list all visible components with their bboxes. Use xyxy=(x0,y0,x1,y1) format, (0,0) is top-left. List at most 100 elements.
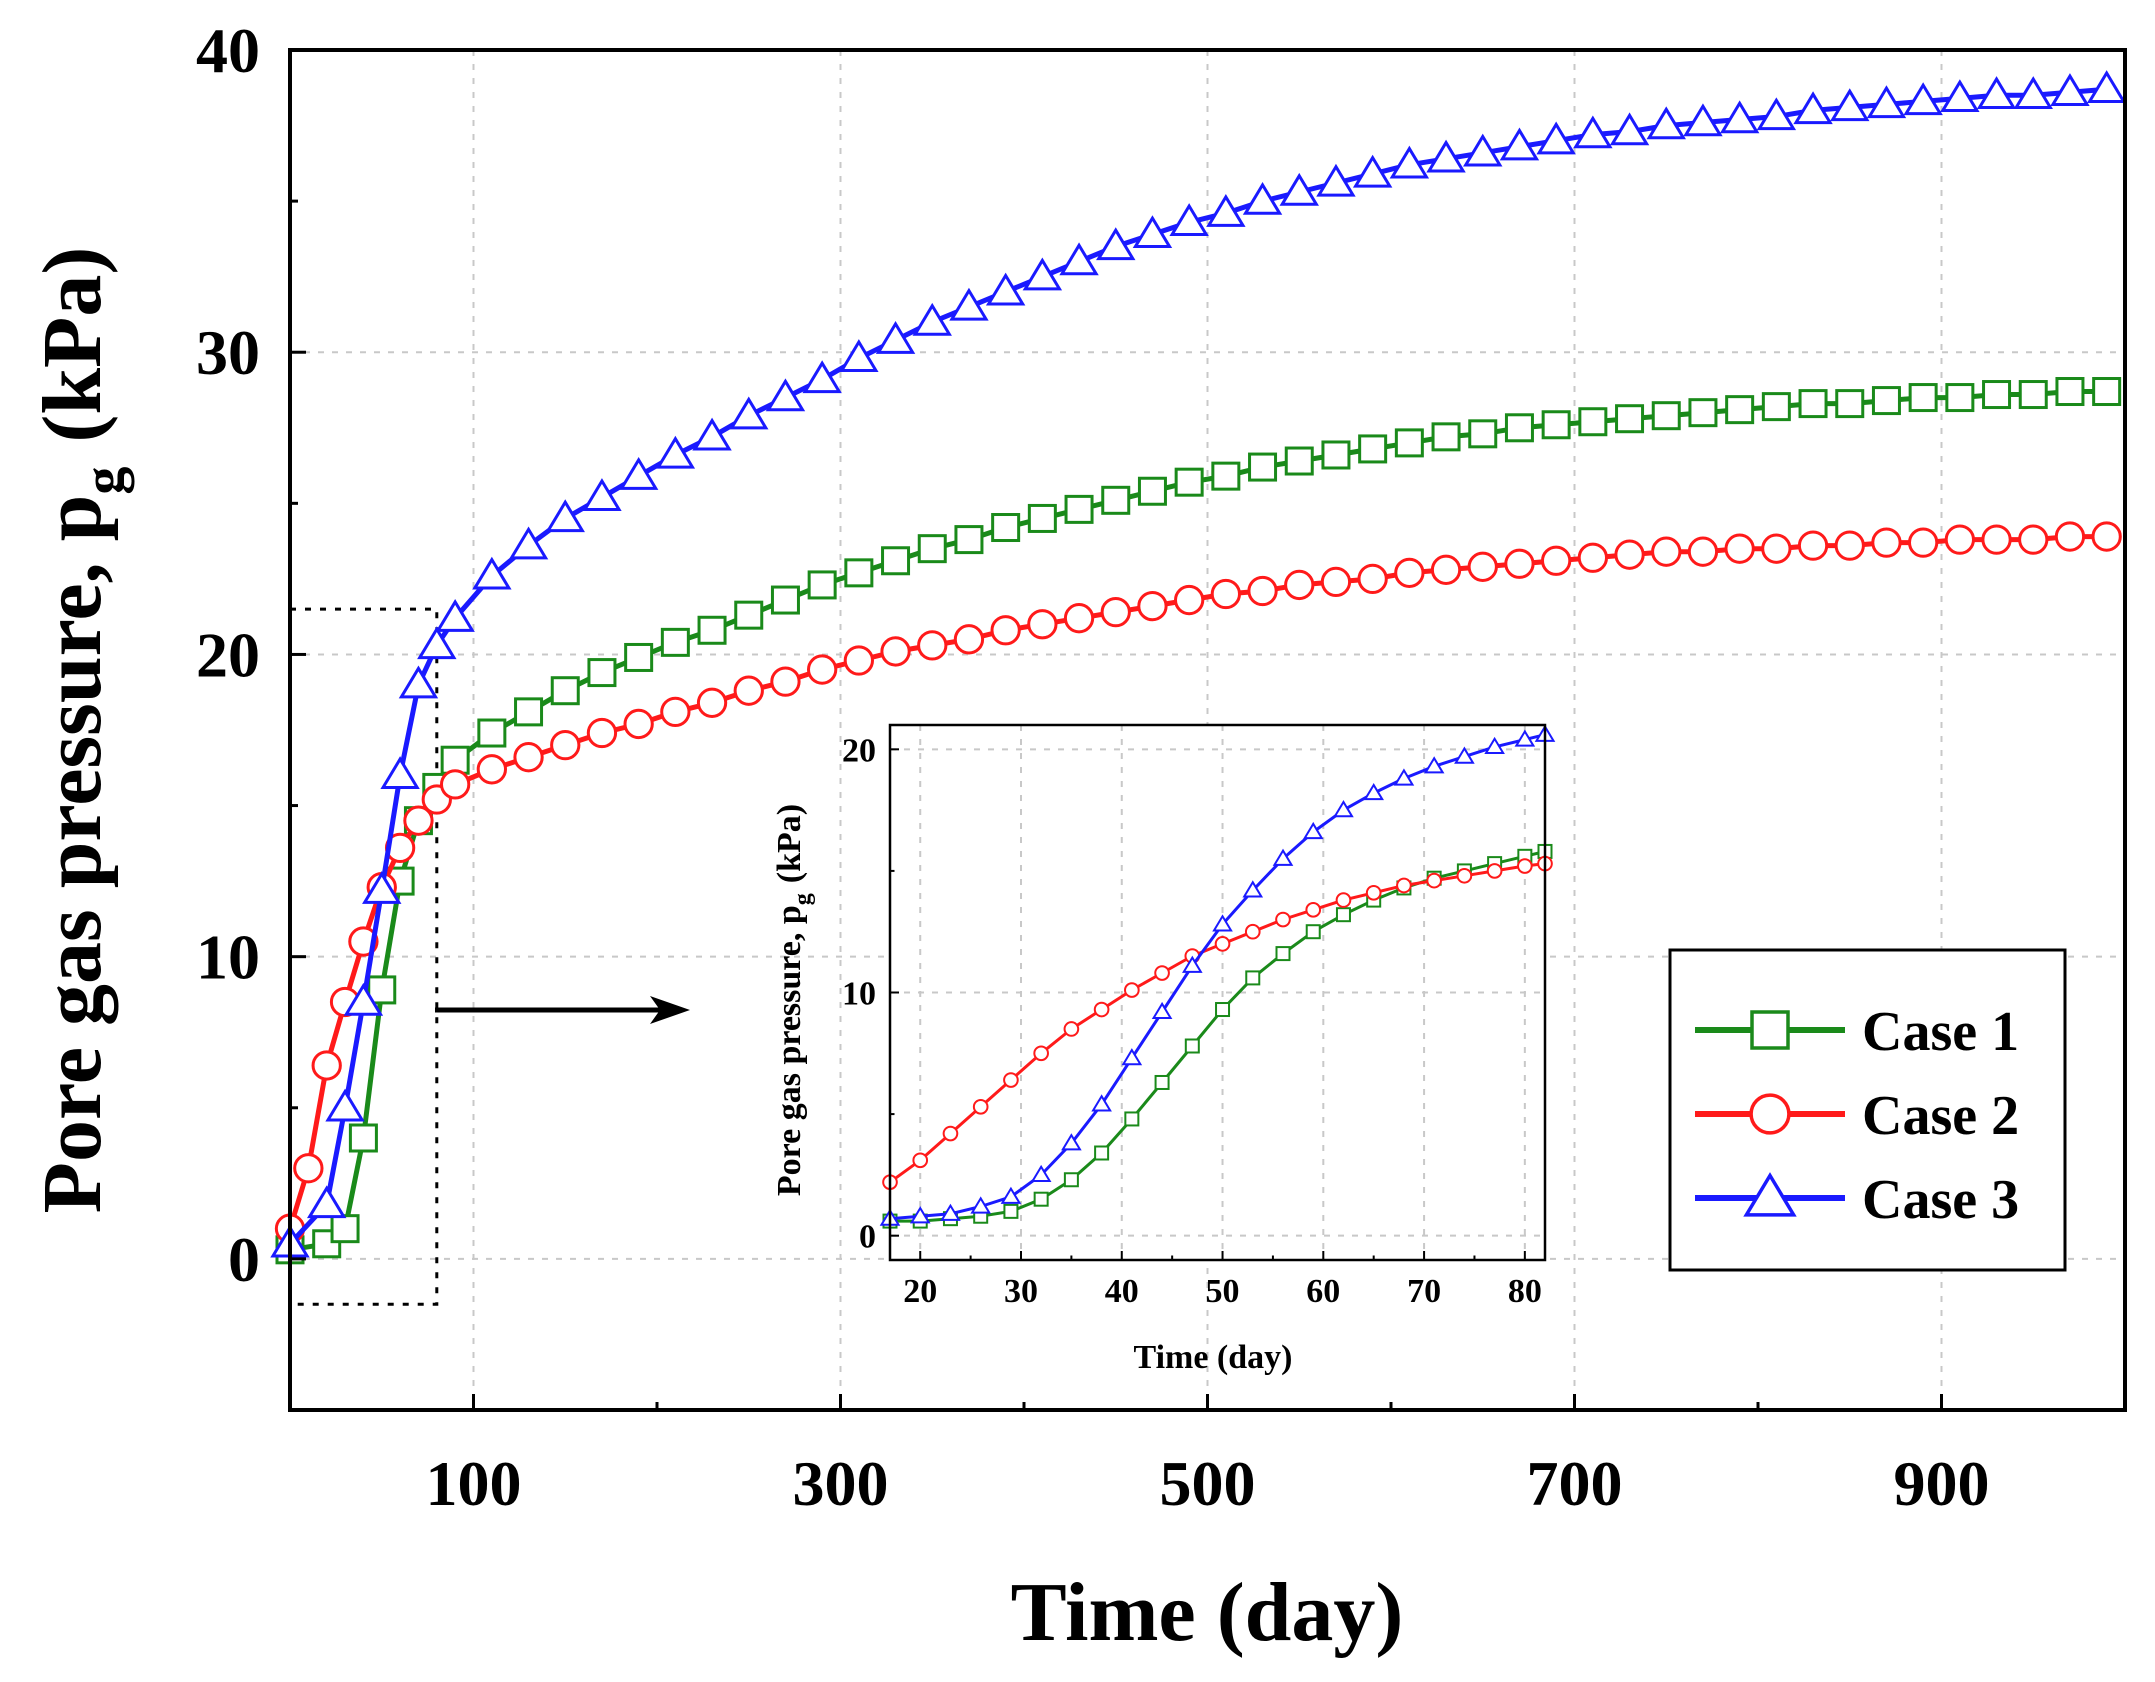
main-point-case-3 xyxy=(582,478,622,511)
main-point-case-2 xyxy=(2018,524,2049,555)
inset-point-case-2 xyxy=(1456,867,1473,884)
inset-point-case-3 xyxy=(909,1206,931,1224)
inset-y-tick-label: 0 xyxy=(859,1219,876,1256)
main-point-case-1 xyxy=(477,718,507,748)
main-point-case-2 xyxy=(2054,521,2086,552)
main-point-case-2 xyxy=(1871,527,1902,558)
main-point-case-2 xyxy=(1651,536,1682,567)
main-point-case-2 xyxy=(1137,590,1168,622)
main-point-case-2 xyxy=(1614,539,1645,570)
main-point-case-2 xyxy=(990,615,1021,646)
main-point-case-1 xyxy=(1174,467,1204,497)
inset-point-case-1 xyxy=(1124,1111,1140,1127)
main-point-case-1 xyxy=(2018,380,2048,410)
inset-y-axis-label-text: Pore gas pressure, p xyxy=(771,905,808,1196)
main-point-case-1 xyxy=(807,570,837,600)
main-point-case-2 xyxy=(1724,533,1755,564)
main-x-tick-label: 900 xyxy=(1894,1448,1990,1519)
main-point-case-2 xyxy=(843,645,874,676)
inset-series-case-2 xyxy=(882,855,1553,1191)
main-point-case-1 xyxy=(1358,434,1388,464)
main-point-case-3 xyxy=(692,417,732,451)
main-x-axis-label: Time (day) xyxy=(1011,1566,1404,1659)
main-point-case-2 xyxy=(1577,542,1608,573)
main-point-case-2 xyxy=(733,675,764,706)
main-point-case-3 xyxy=(839,339,879,372)
main-point-case-3 xyxy=(912,302,952,336)
main-point-case-1 xyxy=(1835,389,1865,419)
inset-point-case-3 xyxy=(1363,783,1384,801)
main-series xyxy=(270,70,2127,1265)
main-point-case-2 xyxy=(1541,545,1572,576)
inset-point-case-1 xyxy=(1184,1038,1200,1054)
inset-point-case-1 xyxy=(1215,1002,1231,1018)
main-point-case-1 xyxy=(624,642,654,672)
inset-point-case-1 xyxy=(1063,1172,1079,1188)
main-point-case-3 xyxy=(1756,97,1797,131)
inset-point-case-2 xyxy=(1486,863,1503,879)
inset-x-tick-label: 50 xyxy=(1206,1273,1240,1310)
main-point-case-2 xyxy=(550,729,581,761)
main-x-tick-label: 700 xyxy=(1527,1448,1623,1519)
main-x-tick-label: 300 xyxy=(793,1448,889,1519)
inset-point-case-1 xyxy=(1275,946,1291,962)
main-point-case-1 xyxy=(1064,494,1094,524)
main-point-case-3 xyxy=(362,871,402,904)
main-point-case-3 xyxy=(380,756,420,790)
inset-y-tick-label: 10 xyxy=(842,976,876,1013)
main-point-case-1 xyxy=(1027,503,1057,533)
main-point-case-1 xyxy=(1725,395,1755,425)
main-point-case-3 xyxy=(1389,145,1430,179)
main-point-case-3 xyxy=(472,556,512,590)
main-y-axis-label: Pore gas pressure, pg (kPa) xyxy=(26,247,135,1214)
main-point-case-2 xyxy=(1210,578,1241,610)
main-point-case-1 xyxy=(1982,380,2012,410)
main-point-case-2 xyxy=(770,666,801,697)
main-y-tick-label: 40 xyxy=(196,15,260,86)
main-point-case-3 xyxy=(2013,76,2053,110)
main-series-case-1 xyxy=(275,377,2122,1265)
inset-y-axis-label: Pore gas pressure, pg (kPa) xyxy=(771,804,816,1196)
main-y-tick-label: 20 xyxy=(196,619,260,690)
main-point-case-2 xyxy=(311,1050,342,1081)
inset-point-case-3 xyxy=(1514,729,1536,747)
inset-point-case-2 xyxy=(972,1098,989,1115)
inset-point-case-3 xyxy=(1182,955,1203,973)
main-point-case-1 xyxy=(917,534,947,564)
main-point-case-1 xyxy=(1284,446,1314,476)
main-point-case-3 xyxy=(1463,133,1503,167)
inset-point-case-3 xyxy=(1242,880,1264,898)
inset-point-case-2 xyxy=(1063,1021,1080,1037)
main-y-tick-label: 0 xyxy=(228,1224,260,1295)
main-point-case-2 xyxy=(1284,569,1315,601)
main-point-case-2 xyxy=(1247,575,1278,607)
main-point-case-3 xyxy=(765,378,806,412)
legend-label: Case 3 xyxy=(1862,1169,2019,1231)
inset-y-ticks: 0 10 20 xyxy=(842,732,899,1256)
legend-swatch-marker xyxy=(1750,1010,1790,1050)
main-point-case-2 xyxy=(1687,536,1719,567)
inset-point-case-1 xyxy=(1094,1145,1110,1161)
inset-point-case-1 xyxy=(1305,924,1321,940)
main-point-case-2 xyxy=(660,696,691,728)
inset-grid xyxy=(890,725,1545,1260)
main-series-case-2 xyxy=(274,521,2122,1244)
main-point-case-2 xyxy=(696,687,728,718)
main-point-case-3 xyxy=(1536,121,1576,155)
svg-text:Pore gas pressure, pg(kPa): Pore gas pressure, pg (kPa) xyxy=(26,247,135,1214)
main-point-case-1 xyxy=(770,585,800,615)
main-point-case-3 xyxy=(1022,257,1063,291)
inset-x-tick-label: 80 xyxy=(1508,1273,1542,1310)
main-point-case-1 xyxy=(1871,386,1901,416)
inset-point-case-2 xyxy=(1305,901,1322,918)
main-point-case-3 xyxy=(655,435,696,469)
main-point-case-3 xyxy=(1830,88,1870,122)
inset-point-case-3 xyxy=(1121,1048,1143,1066)
main-point-case-1 xyxy=(348,1123,378,1153)
main-y-axis-label-text: Pore gas pressure, p xyxy=(26,495,119,1214)
main-point-case-3 xyxy=(1499,127,1540,161)
inset-x-tick-label: 40 xyxy=(1105,1273,1139,1310)
inset-point-case-3 xyxy=(1333,800,1354,818)
main-y-ticks: 0 10 20 30 40 xyxy=(196,15,306,1412)
